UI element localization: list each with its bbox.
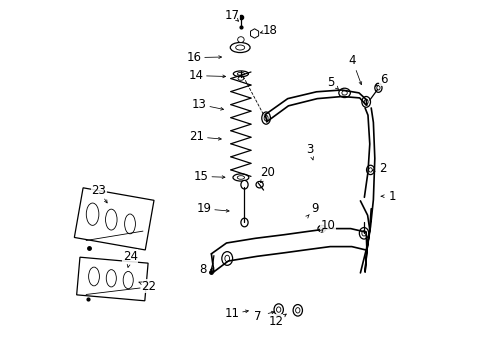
Ellipse shape bbox=[295, 307, 299, 313]
Ellipse shape bbox=[374, 84, 381, 93]
Ellipse shape bbox=[359, 228, 368, 239]
Ellipse shape bbox=[341, 91, 346, 95]
Text: 12: 12 bbox=[268, 315, 283, 328]
Ellipse shape bbox=[273, 304, 283, 315]
Ellipse shape bbox=[224, 255, 229, 262]
Polygon shape bbox=[77, 257, 148, 301]
Text: 21: 21 bbox=[189, 130, 204, 143]
Ellipse shape bbox=[361, 96, 370, 107]
Text: 10: 10 bbox=[320, 219, 335, 231]
Ellipse shape bbox=[256, 181, 263, 188]
Text: 6: 6 bbox=[379, 73, 387, 86]
Ellipse shape bbox=[376, 86, 379, 90]
Ellipse shape bbox=[241, 180, 247, 189]
Ellipse shape bbox=[361, 231, 366, 236]
Ellipse shape bbox=[124, 214, 135, 234]
Ellipse shape bbox=[105, 209, 117, 230]
Text: 22: 22 bbox=[142, 280, 156, 293]
Text: 2: 2 bbox=[379, 162, 386, 175]
Ellipse shape bbox=[235, 45, 244, 50]
Text: 13: 13 bbox=[192, 98, 206, 111]
Text: 23: 23 bbox=[91, 184, 106, 197]
Polygon shape bbox=[74, 188, 154, 250]
Text: 17: 17 bbox=[224, 9, 239, 22]
Ellipse shape bbox=[230, 42, 249, 53]
Ellipse shape bbox=[233, 71, 248, 77]
Ellipse shape bbox=[222, 252, 232, 265]
Text: 5: 5 bbox=[326, 76, 334, 89]
Text: 15: 15 bbox=[193, 170, 208, 183]
Text: 19: 19 bbox=[196, 202, 211, 215]
Ellipse shape bbox=[317, 225, 325, 232]
Ellipse shape bbox=[338, 88, 349, 98]
Text: 8: 8 bbox=[199, 263, 206, 276]
Ellipse shape bbox=[241, 218, 247, 227]
Ellipse shape bbox=[264, 115, 267, 121]
Ellipse shape bbox=[86, 203, 99, 225]
Text: 4: 4 bbox=[348, 54, 356, 67]
Text: 1: 1 bbox=[387, 190, 395, 203]
Ellipse shape bbox=[106, 270, 116, 287]
Ellipse shape bbox=[237, 37, 244, 42]
Ellipse shape bbox=[237, 176, 244, 179]
Text: 11: 11 bbox=[224, 307, 239, 320]
Ellipse shape bbox=[292, 305, 302, 316]
Text: 16: 16 bbox=[186, 51, 201, 64]
Ellipse shape bbox=[123, 271, 133, 289]
Text: 24: 24 bbox=[122, 250, 138, 263]
Polygon shape bbox=[250, 29, 258, 38]
Ellipse shape bbox=[366, 165, 374, 175]
Ellipse shape bbox=[237, 72, 244, 75]
Ellipse shape bbox=[368, 168, 371, 172]
Text: 9: 9 bbox=[310, 202, 318, 215]
Text: 20: 20 bbox=[260, 166, 275, 179]
Ellipse shape bbox=[276, 307, 280, 312]
Text: 18: 18 bbox=[262, 24, 277, 37]
Ellipse shape bbox=[261, 112, 270, 124]
Ellipse shape bbox=[88, 267, 99, 286]
Ellipse shape bbox=[232, 174, 248, 181]
Text: 14: 14 bbox=[188, 69, 203, 82]
Ellipse shape bbox=[238, 77, 244, 80]
Text: 7: 7 bbox=[254, 310, 261, 323]
Text: 3: 3 bbox=[305, 143, 313, 156]
Ellipse shape bbox=[364, 99, 367, 104]
Ellipse shape bbox=[320, 227, 323, 230]
